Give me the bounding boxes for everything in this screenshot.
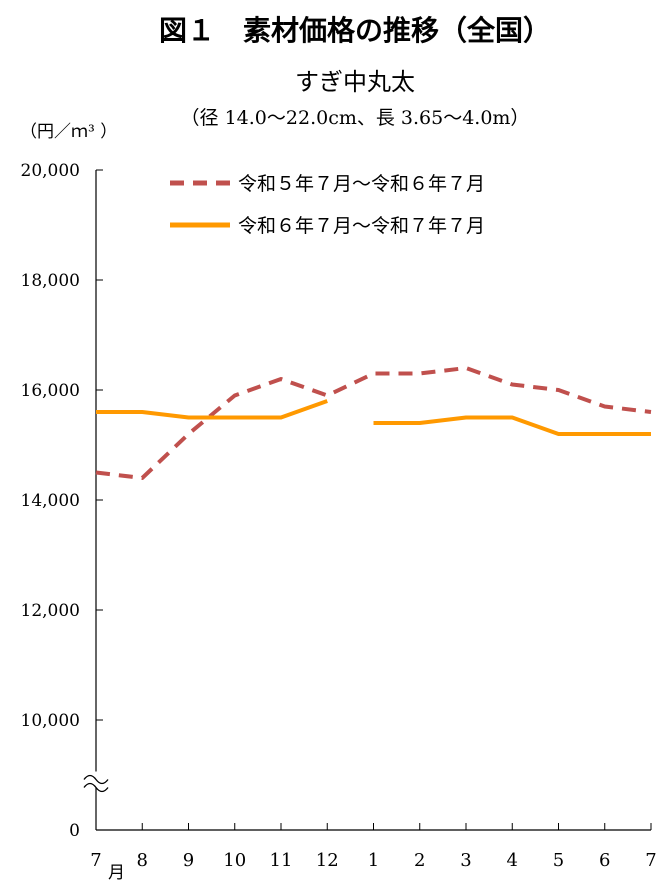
y-tick-label: 16,000 <box>21 381 80 401</box>
series-1-point <box>140 476 144 480</box>
x-tick-label: 9 <box>183 850 194 871</box>
legend-label-1: 令和５年７月～令和６年７月 <box>238 173 485 195</box>
series-1-point <box>233 393 237 397</box>
x-tick-label: 1 <box>368 850 379 871</box>
y-tick-label: 12,000 <box>21 601 80 621</box>
series-1-point <box>649 410 653 414</box>
axis-break-wave-upper <box>83 774 109 785</box>
series-1-point <box>603 404 607 408</box>
series-1-point <box>556 388 560 392</box>
series-1-point <box>279 377 283 381</box>
series-1-point <box>371 371 375 375</box>
series-2-point <box>603 432 607 436</box>
series-2-point <box>140 410 144 414</box>
x-tick-label: 2 <box>414 850 425 871</box>
x-tick-label: 3 <box>460 850 471 871</box>
series-1-line-segment-1 <box>95 366 652 480</box>
x-axis-unit-label: 月 <box>108 863 125 883</box>
axis-break-mark <box>83 771 109 793</box>
x-tick-label: 10 <box>223 850 246 871</box>
series-2-point <box>510 415 514 419</box>
series-2-point <box>371 421 375 425</box>
x-tick-label: 7 <box>645 850 656 871</box>
x-tick-label: 4 <box>507 850 518 871</box>
series-2-point <box>279 415 283 419</box>
series-2-line-segment-1 <box>96 399 328 420</box>
series-1-point <box>94 470 98 474</box>
series-1-point <box>418 371 422 375</box>
series-2-point <box>325 399 329 403</box>
chart-subtitle-spec: （径 14.0～22.0cm、長 3.65～4.0m） <box>181 107 530 129</box>
series-1-point <box>186 432 190 436</box>
series-2-line-segment-2 <box>373 415 651 436</box>
x-tick-label: 12 <box>316 850 339 871</box>
series-2-point <box>94 410 98 414</box>
series-2-point <box>464 415 468 419</box>
series-1-point <box>510 382 514 386</box>
series-1-point <box>325 393 329 397</box>
y-tick-label: 0 <box>69 821 80 841</box>
y-tick-label: 14,000 <box>21 491 80 511</box>
chart-subtitle: すぎ中丸太 <box>295 68 415 96</box>
x-tick-label: 5 <box>553 850 564 871</box>
series-2-point <box>186 415 190 419</box>
x-tick-label: 6 <box>599 850 610 871</box>
x-tick-label: 11 <box>270 850 293 871</box>
axis-break-wave-lower <box>83 782 109 793</box>
legend-label-2: 令和６年７月～令和７年７月 <box>238 215 485 237</box>
y-tick-label: 20,000 <box>21 161 80 181</box>
series-2-point <box>418 421 422 425</box>
y-tick-label: 10,000 <box>21 711 80 731</box>
series-2-point <box>556 432 560 436</box>
y-tick-label: 18,000 <box>21 271 80 291</box>
chart-title: 図１ 素材価格の推移（全国） <box>159 14 551 47</box>
x-tick-label: 8 <box>137 850 148 871</box>
series-2-point <box>649 432 653 436</box>
y-axis-unit-label: （円／ｍ³ ） <box>20 122 117 142</box>
x-tick-label: 7 <box>90 850 101 871</box>
series-2-point <box>233 415 237 419</box>
series-1-point <box>464 366 468 370</box>
